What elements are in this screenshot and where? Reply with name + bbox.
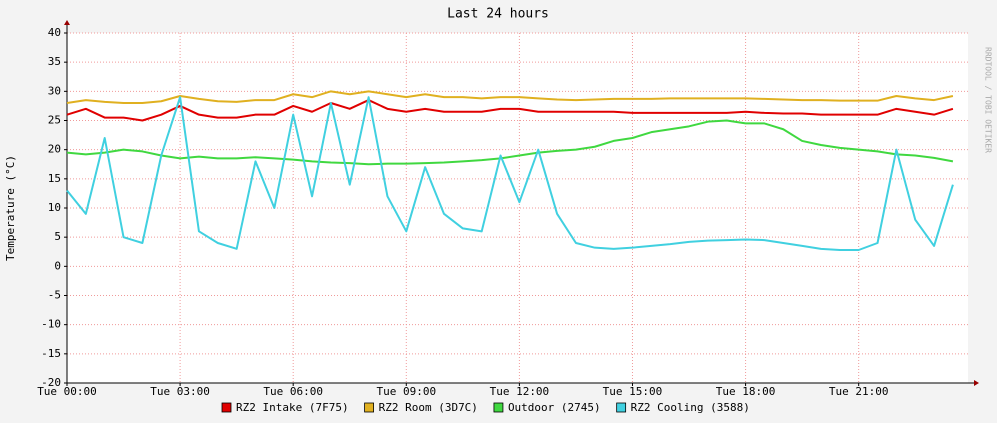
x-tick-label: Tue 06:00 bbox=[263, 385, 323, 398]
y-tick-label: 35 bbox=[48, 55, 61, 68]
legend-swatch bbox=[493, 402, 504, 413]
y-axis-label: Temperature (°C) bbox=[4, 155, 17, 261]
y-tick-label: 40 bbox=[48, 26, 61, 39]
y-tick-label: -15 bbox=[41, 347, 61, 360]
legend-swatch bbox=[616, 402, 627, 413]
x-tick-label: Tue 03:00 bbox=[150, 385, 210, 398]
series-line bbox=[66, 96, 954, 251]
x-tick-label: Tue 15:00 bbox=[603, 385, 663, 398]
legend-label: RZ2 Cooling (3588) bbox=[631, 401, 750, 414]
legend-label: RZ2 Room (3D7C) bbox=[379, 401, 478, 414]
x-tick-label: Tue 09:00 bbox=[376, 385, 436, 398]
y-tick-label: -10 bbox=[41, 318, 61, 331]
x-tick-label: Tue 21:00 bbox=[829, 385, 889, 398]
axis-arrow bbox=[64, 20, 70, 25]
legend-label: RZ2 Intake (7F75) bbox=[236, 401, 349, 414]
series-line bbox=[66, 90, 954, 104]
series-line bbox=[66, 119, 954, 166]
y-tick-label: -20 bbox=[41, 376, 61, 389]
axis-arrow bbox=[974, 380, 979, 386]
x-tick-label: Tue 12:00 bbox=[490, 385, 550, 398]
y-tick-label: 20 bbox=[48, 143, 61, 156]
y-tick-label: 15 bbox=[48, 172, 61, 185]
x-tick-label: Tue 18:00 bbox=[716, 385, 776, 398]
legend-swatch bbox=[221, 402, 232, 413]
legend-label: Outdoor (2745) bbox=[508, 401, 601, 414]
x-tick-label: Tue 00:00 bbox=[37, 385, 97, 398]
series-line bbox=[66, 99, 954, 122]
y-tick-label: 30 bbox=[48, 84, 61, 97]
chart-title: Last 24 hours bbox=[447, 7, 549, 22]
y-tick-label: 10 bbox=[48, 201, 61, 214]
legend-swatch bbox=[364, 402, 374, 413]
y-tick-label: 0 bbox=[54, 259, 61, 272]
y-tick-label: 5 bbox=[54, 230, 61, 243]
y-tick-label: -5 bbox=[48, 289, 61, 302]
y-tick-label: 25 bbox=[48, 114, 61, 127]
watermark: RRDTOOL / TOBI OETIKER bbox=[984, 47, 993, 153]
